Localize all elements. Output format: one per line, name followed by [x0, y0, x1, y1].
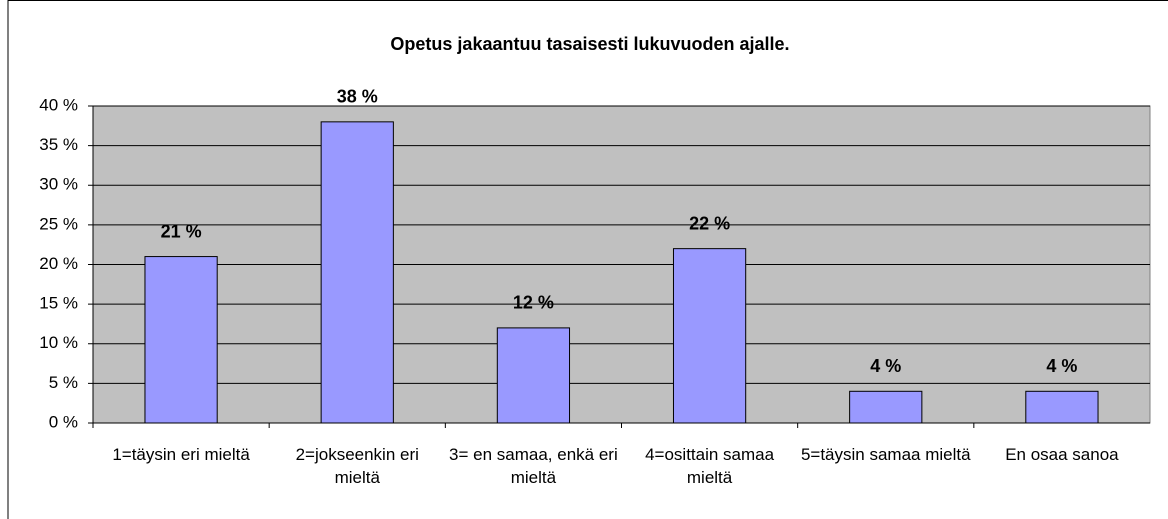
x-tick-label: 2=jokseenkin eri mieltä — [295, 445, 419, 487]
bar — [320, 121, 394, 424]
bar — [496, 327, 571, 424]
y-tick-label: 15 % — [39, 294, 78, 313]
bar — [672, 248, 747, 424]
data-label: 21 % — [161, 221, 202, 241]
x-tick-label: 1=täysin eri mieltä — [112, 445, 250, 464]
y-tick-label: 30 % — [39, 175, 78, 194]
data-label: 4 % — [1046, 356, 1077, 376]
x-tick-label: En osaa sanoa — [1005, 445, 1119, 464]
data-label: 4 % — [870, 356, 901, 376]
data-label: 38 % — [337, 87, 378, 107]
bar — [1025, 390, 1099, 424]
y-tick-label: 40 % — [39, 95, 78, 114]
chart-title: Opetus jakaantuu tasaisesti lukuvuoden a… — [390, 34, 789, 54]
y-tick-label: 10 % — [39, 333, 78, 352]
bar — [849, 390, 923, 424]
y-tick-label: 5 % — [49, 373, 78, 392]
y-tick-label: 0 % — [49, 412, 78, 431]
bar — [144, 256, 218, 424]
y-tick-label: 35 % — [39, 135, 78, 154]
y-tick-label: 20 % — [39, 254, 78, 273]
x-tick-label: 5=täysin samaa mieltä — [800, 445, 971, 464]
y-tick-label: 25 % — [39, 214, 78, 233]
data-label: 12 % — [513, 293, 554, 313]
data-label: 22 % — [689, 213, 730, 233]
x-tick-label: 4=osittain samaa mieltä — [645, 445, 775, 487]
x-tick-label: 3= en samaa, enkä eri mieltä — [449, 445, 618, 487]
